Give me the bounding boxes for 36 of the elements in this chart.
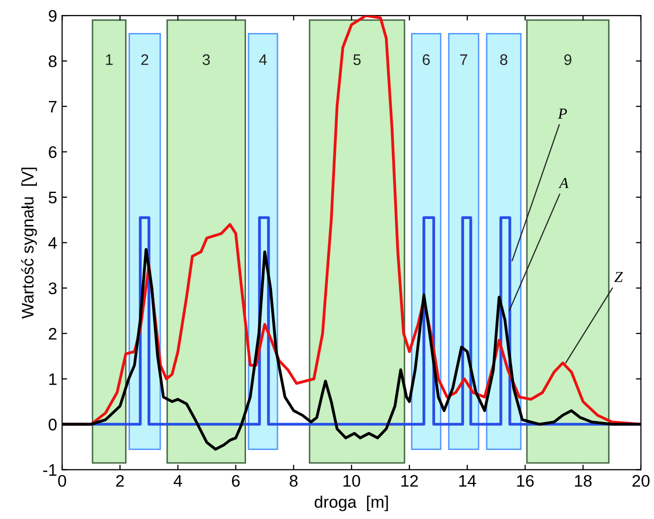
y-axis-title: Wartość sygnału [V] xyxy=(21,168,37,319)
y-tick-label: 2 xyxy=(48,328,56,340)
band-label: 2 xyxy=(141,54,148,65)
y-tick-label: 8 xyxy=(48,55,57,68)
y-tick-label: 6 xyxy=(48,146,57,158)
x-axis-title: droga [m] xyxy=(314,496,388,512)
y-tick-label: 0 xyxy=(48,418,57,430)
band-label: 5 xyxy=(353,54,361,66)
x-tick-label: 10 xyxy=(344,474,360,487)
x-tick-label: 14 xyxy=(459,475,476,487)
x-tick-label: 6 xyxy=(232,474,240,487)
band-label: 4 xyxy=(259,54,267,65)
x-tick-label: 20 xyxy=(632,474,650,487)
x-tick-label: 18 xyxy=(575,474,592,487)
band-label: 6 xyxy=(422,54,430,66)
annotation: A xyxy=(558,178,569,188)
band-label: 9 xyxy=(564,54,572,66)
band-label: 1 xyxy=(106,54,113,65)
annotation: P xyxy=(558,108,567,119)
x-tick-label: 16 xyxy=(517,474,534,487)
band-label: 3 xyxy=(202,54,210,66)
x-tick-label: 12 xyxy=(401,474,418,487)
x-tick-label: 4 xyxy=(174,475,182,487)
y-tick-label: 4 xyxy=(48,237,57,249)
x-tick-label: 2 xyxy=(116,474,124,487)
y-tick-label: 1 xyxy=(49,373,56,385)
y-tick-label: 3 xyxy=(48,282,57,294)
y-tick-label: 5 xyxy=(48,192,57,204)
band-label: 7 xyxy=(460,54,468,65)
band-label: 8 xyxy=(500,54,508,66)
y-tick-label: -1 xyxy=(43,464,56,476)
y-tick-label: 9 xyxy=(48,10,56,22)
y-tick-label: 7 xyxy=(48,100,56,112)
annotation: Z xyxy=(614,272,623,282)
x-tick-label: 8 xyxy=(290,474,298,487)
x-tick-label: 0 xyxy=(58,474,66,487)
